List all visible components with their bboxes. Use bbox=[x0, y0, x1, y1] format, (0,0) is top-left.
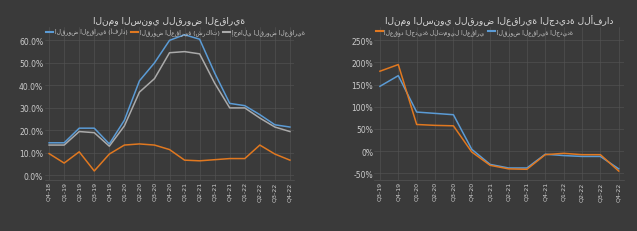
القروض العقارية الجديدة bbox=[376, 85, 383, 88]
القروض العقارية الجديدة bbox=[431, 112, 439, 115]
Title: النمو السنوي للقروض العقارية الجديدة للأفراد: النمو السنوي للقروض العقارية الجديدة للأ… bbox=[385, 15, 613, 26]
إجمالي القروض العقارية bbox=[166, 52, 173, 55]
العقود الجديدة للتمويل العقاري bbox=[578, 154, 586, 156]
القروض العقارية الجديدة bbox=[413, 111, 420, 114]
القروض العقارية (أفراد) bbox=[286, 126, 294, 129]
القروض العقارية (أفراد) bbox=[90, 127, 98, 130]
Line: القروض العقارية الجديدة: القروض العقارية الجديدة bbox=[380, 76, 619, 169]
القروض العقارية (شركات) bbox=[181, 159, 189, 162]
القروض العقارية (شركات) bbox=[90, 170, 98, 173]
القروض العقارية (أفراد) bbox=[196, 39, 203, 41]
إجمالي القروض العقارية bbox=[286, 131, 294, 133]
القروض العقارية (شركات) bbox=[61, 162, 68, 165]
العقود الجديدة للتمويل العقاري bbox=[560, 152, 568, 155]
إجمالي القروض العقارية bbox=[211, 82, 218, 85]
إجمالي القروض العقارية bbox=[256, 117, 264, 120]
القروض العقارية (شركات) bbox=[166, 149, 173, 151]
القروض العقارية (أفراد) bbox=[106, 143, 113, 146]
العقود الجديدة للتمويل العقاري bbox=[376, 70, 383, 73]
القروض العقارية الجديدة bbox=[450, 114, 457, 117]
القروض العقارية الجديدة bbox=[541, 153, 549, 156]
إجمالي القروض العقارية bbox=[226, 107, 234, 110]
العقود الجديدة للتمويل العقاري bbox=[413, 124, 420, 126]
Line: العقود الجديدة للتمويل العقاري: العقود الجديدة للتمويل العقاري bbox=[380, 65, 619, 171]
العقود الجديدة للتمويل العقاري bbox=[394, 64, 402, 67]
إجمالي القروض العقارية bbox=[181, 51, 189, 54]
العقود الجديدة للتمويل العقاري bbox=[597, 154, 605, 156]
القروض العقارية الجديدة bbox=[560, 155, 568, 157]
القروض العقارية الجديدة bbox=[486, 163, 494, 166]
إجمالي القروض العقارية bbox=[120, 125, 128, 128]
إجمالي القروض العقارية bbox=[61, 144, 68, 147]
القروض العقارية (شركات) bbox=[196, 160, 203, 163]
Legend: العقود الجديدة للتمويل العقاري, القروض العقارية الجديدة: العقود الجديدة للتمويل العقاري, القروض ا… bbox=[376, 29, 573, 36]
Line: إجمالي القروض العقارية: إجمالي القروض العقارية bbox=[49, 52, 290, 146]
القروض العقارية (شركات) bbox=[256, 144, 264, 147]
القروض العقارية (شركات) bbox=[271, 153, 279, 156]
إجمالي القروض العقارية bbox=[136, 91, 143, 94]
إجمالي القروض العقارية bbox=[150, 78, 158, 81]
إجمالي القروض العقارية bbox=[241, 107, 248, 110]
القروض العقارية الجديدة bbox=[597, 155, 605, 158]
العقود الجديدة للتمويل العقاري bbox=[615, 170, 622, 173]
إجمالي القروض العقارية bbox=[271, 126, 279, 129]
القروض العقارية الجديدة bbox=[523, 167, 531, 170]
القروض العقارية (أفراد) bbox=[181, 34, 189, 37]
إجمالي القروض العقارية bbox=[90, 132, 98, 134]
القروض العقارية (أفراد) bbox=[226, 103, 234, 105]
القروض العقارية (أفراد) bbox=[136, 80, 143, 83]
القروض العقارية (شركات) bbox=[150, 144, 158, 147]
Legend: القروض العقارية (أفراد), القروض العقارية (شركات), إجمالي القروض العقارية: القروض العقارية (أفراد), القروض العقارية… bbox=[46, 29, 304, 36]
القروض العقارية الجديدة bbox=[468, 148, 476, 151]
القروض العقارية (شركات) bbox=[120, 144, 128, 147]
القروض العقارية الجديدة bbox=[394, 75, 402, 78]
Line: القروض العقارية (أفراد): القروض العقارية (أفراد) bbox=[49, 36, 290, 144]
إجمالي القروض العقارية bbox=[106, 145, 113, 148]
القروض العقارية (أفراد) bbox=[61, 142, 68, 145]
القروض العقارية (شركات) bbox=[226, 158, 234, 160]
Title: النمو السنوي للقروض العقارية: النمو السنوي للقروض العقارية bbox=[94, 17, 246, 26]
القروض العقارية (أفراد) bbox=[241, 105, 248, 108]
إجمالي القروض العقارية bbox=[196, 53, 203, 56]
القروض العقارية (أفراد) bbox=[150, 62, 158, 65]
العقود الجديدة للتمويل العقاري bbox=[541, 154, 549, 156]
القروض العقارية الجديدة bbox=[578, 155, 586, 158]
القروض العقارية (أفراد) bbox=[75, 127, 83, 130]
العقود الجديدة للتمويل العقاري bbox=[523, 168, 531, 171]
العقود الجديدة للتمويل العقاري bbox=[431, 125, 439, 127]
القروض العقارية (شركات) bbox=[45, 152, 53, 155]
القروض العقارية (أفراد) bbox=[211, 72, 218, 75]
العقود الجديدة للتمويل العقاري bbox=[468, 151, 476, 154]
القروض العقارية (شركات) bbox=[241, 158, 248, 160]
القروض العقارية (أفراد) bbox=[256, 114, 264, 117]
القروض العقارية (أفراد) bbox=[271, 124, 279, 127]
القروض العقارية (شركات) bbox=[106, 153, 113, 156]
القروض العقارية (أفراد) bbox=[120, 119, 128, 122]
القروض العقارية (شركات) bbox=[286, 159, 294, 162]
العقود الجديدة للتمويل العقاري bbox=[486, 164, 494, 167]
إجمالي القروض العقارية bbox=[75, 131, 83, 133]
العقود الجديدة للتمويل العقاري bbox=[505, 168, 512, 170]
القروض العقارية (أفراد) bbox=[45, 142, 53, 145]
القروض العقارية (شركات) bbox=[211, 159, 218, 161]
إجمالي القروض العقارية bbox=[45, 144, 53, 147]
القروض العقارية (شركات) bbox=[136, 143, 143, 146]
العقود الجديدة للتمويل العقاري bbox=[450, 125, 457, 128]
القروض العقارية (أفراد) bbox=[166, 40, 173, 43]
القروض العقارية (شركات) bbox=[75, 151, 83, 154]
Line: القروض العقارية (شركات): القروض العقارية (شركات) bbox=[49, 144, 290, 171]
القروض العقارية الجديدة bbox=[505, 167, 512, 170]
القروض العقارية الجديدة bbox=[615, 168, 622, 170]
